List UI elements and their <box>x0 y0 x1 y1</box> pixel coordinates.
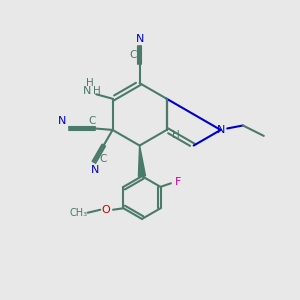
Text: C: C <box>99 154 107 164</box>
Text: C: C <box>129 50 137 60</box>
Text: H: H <box>93 86 101 96</box>
Text: N: N <box>83 86 92 96</box>
Polygon shape <box>138 146 146 176</box>
Text: N: N <box>58 116 66 126</box>
Text: N: N <box>91 164 100 175</box>
Text: C: C <box>88 116 95 126</box>
Text: O: O <box>102 205 111 215</box>
Text: H: H <box>86 78 94 88</box>
Text: CH₃: CH₃ <box>69 208 87 218</box>
Text: H: H <box>172 130 179 140</box>
Text: N: N <box>135 34 144 44</box>
Text: N: N <box>217 125 225 135</box>
Text: F: F <box>175 176 181 187</box>
